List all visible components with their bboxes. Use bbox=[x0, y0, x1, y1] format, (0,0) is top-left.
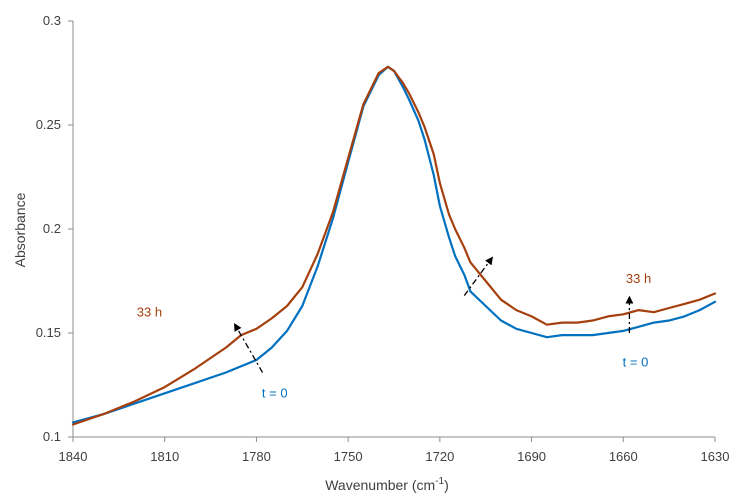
arrows bbox=[235, 258, 629, 372]
trend-arrow bbox=[464, 258, 492, 295]
x-tick-label: 1690 bbox=[517, 449, 546, 464]
annotation-label: t = 0 bbox=[262, 385, 288, 400]
y-tick-label: 0.25 bbox=[36, 117, 61, 132]
series-line-2 bbox=[73, 67, 715, 425]
series-line-1 bbox=[73, 67, 715, 423]
x-tick-label: 1840 bbox=[59, 449, 88, 464]
annotation-label: t = 0 bbox=[623, 354, 649, 369]
x-axis: 1840 1810 1780 1750 1720 1690 1660 1630 bbox=[59, 437, 730, 464]
x-tick-label: 1750 bbox=[334, 449, 363, 464]
x-tick-label: 1810 bbox=[150, 449, 179, 464]
x-axis-title-close: ) bbox=[444, 477, 449, 493]
y-tick-label: 0.2 bbox=[43, 221, 61, 236]
y-tick-label: 0.15 bbox=[36, 325, 61, 340]
y-axis-title: Absorbance bbox=[12, 192, 28, 267]
x-tick-label: 1630 bbox=[701, 449, 730, 464]
y-tick-label: 0.3 bbox=[43, 13, 61, 28]
x-tick-label: 1780 bbox=[242, 449, 271, 464]
x-axis-title-main: Wavenumber (cm bbox=[325, 477, 435, 493]
y-tick-label: 0.1 bbox=[43, 429, 61, 444]
x-tick-label: 1660 bbox=[609, 449, 638, 464]
x-axis-title: Wavenumber (cm-1) bbox=[325, 476, 449, 493]
x-tick-label: 1720 bbox=[425, 449, 454, 464]
annotation-label: 33 h bbox=[626, 271, 651, 286]
annotation-label: 33 h bbox=[137, 304, 162, 319]
series-lines bbox=[73, 67, 715, 425]
y-axis: 0.1 0.15 0.2 0.25 0.3 bbox=[36, 13, 73, 444]
